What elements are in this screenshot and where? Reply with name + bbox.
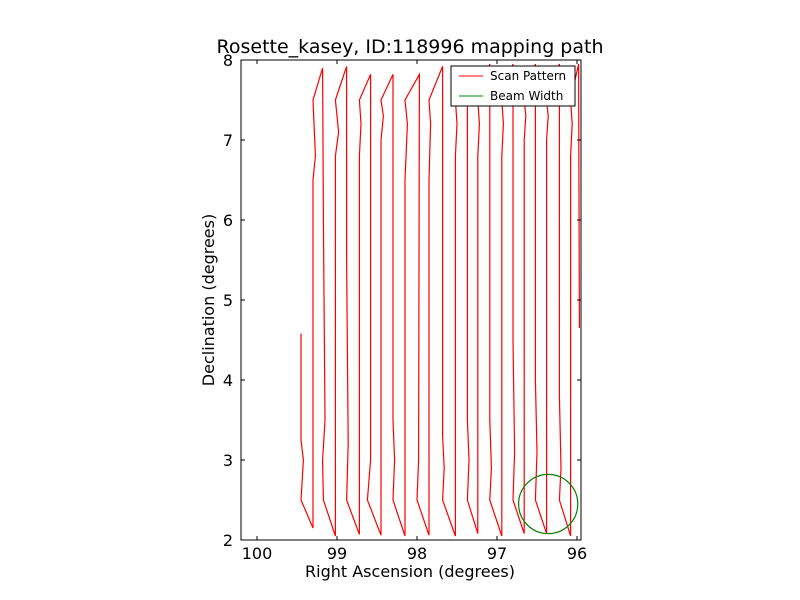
legend-label-scan-pattern: Scan Pattern xyxy=(490,69,566,83)
y-tick-label: 4 xyxy=(223,371,233,390)
x-tick-label: 100 xyxy=(242,544,273,563)
chart-title: Rosette_kasey, ID:118996 mapping path xyxy=(217,36,604,58)
plot-area xyxy=(300,63,581,537)
y-axis-label: Declination (degrees) xyxy=(199,214,218,386)
y-tick-label: 5 xyxy=(223,291,233,310)
x-tick-label: 97 xyxy=(487,544,507,563)
y-tick-label: 2 xyxy=(223,531,233,550)
legend-label-beam-width: Beam Width xyxy=(490,89,563,103)
x-tick-label: 96 xyxy=(567,544,587,563)
y-tick-label: 7 xyxy=(223,131,233,150)
y-tick-label: 8 xyxy=(223,51,233,70)
beam-width-circle xyxy=(518,473,579,535)
legend: Scan Pattern Beam Width xyxy=(450,65,576,107)
x-axis-label: Right Ascension (degrees) xyxy=(305,562,515,581)
x-ticks: 100 99 98 97 96 xyxy=(242,60,587,563)
x-tick-label: 98 xyxy=(407,544,427,563)
y-tick-label: 3 xyxy=(223,451,233,470)
y-ticks: 2 3 4 5 6 7 8 xyxy=(223,51,581,550)
x-tick-label: 99 xyxy=(327,544,347,563)
plot-frame xyxy=(240,59,582,541)
series-layer xyxy=(300,63,581,537)
series-line-scan-pattern xyxy=(300,63,581,537)
legend-box xyxy=(450,65,576,107)
y-tick-label: 6 xyxy=(223,211,233,230)
